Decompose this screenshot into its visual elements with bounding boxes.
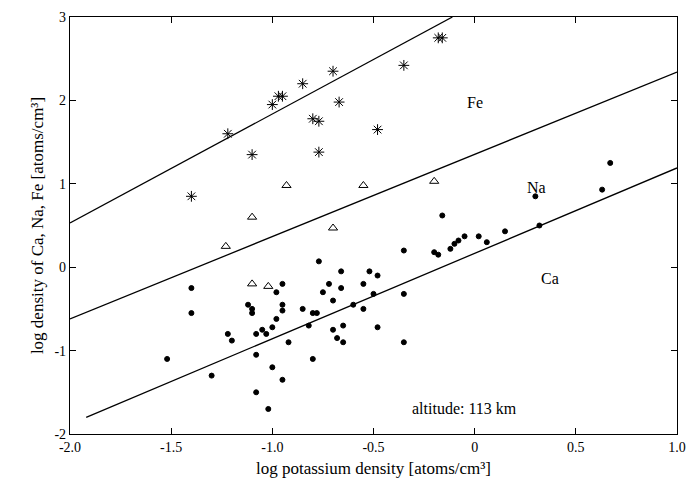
svg-text:1: 1 (59, 177, 66, 192)
svg-text:-1.5: -1.5 (160, 440, 182, 455)
svg-text:Na: Na (527, 179, 546, 196)
svg-text:-2: -2 (54, 427, 66, 442)
svg-text:2: 2 (59, 93, 66, 108)
svg-text:altitude: 113 km: altitude: 113 km (412, 400, 517, 417)
svg-text:-0.5: -0.5 (362, 440, 384, 455)
svg-text:3: 3 (59, 10, 66, 25)
svg-text:-1.0: -1.0 (261, 440, 283, 455)
svg-text:Fe: Fe (467, 94, 483, 111)
svg-text:log density of Ca, Na, Fe [ato: log density of Ca, Na, Fe [atoms/cm³] (28, 97, 47, 354)
svg-text:-2.0: -2.0 (59, 440, 81, 455)
svg-text:log potassium density [atoms/c: log potassium density [atoms/cm³] (256, 459, 491, 478)
svg-text:Ca: Ca (541, 270, 559, 287)
svg-text:0: 0 (59, 260, 66, 275)
svg-text:0.5: 0.5 (567, 440, 585, 455)
svg-text:1.0: 1.0 (668, 440, 686, 455)
svg-text:-1: -1 (54, 344, 66, 359)
svg-text:0: 0 (471, 440, 478, 455)
